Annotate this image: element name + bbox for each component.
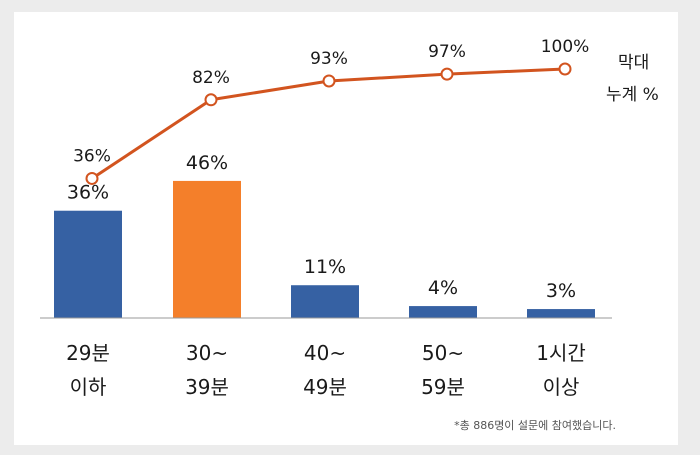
line-legend: 막대 누계 %: [606, 53, 659, 105]
x-tick-label-line2: 39분: [185, 375, 229, 399]
bar: [291, 285, 359, 318]
bar: [54, 210, 122, 318]
bar-value-label: 3%: [546, 280, 576, 302]
cumulative-marker: [204, 93, 218, 107]
bar-value-label: 4%: [428, 277, 458, 299]
cumulative-value-label: 100%: [541, 37, 590, 57]
cumulative-value-label: 36%: [73, 146, 111, 166]
cumulative-marker: [440, 67, 454, 81]
x-tick-label-line2: 49분: [303, 375, 347, 399]
x-tick-label-line1: 30~: [186, 341, 228, 365]
x-tick-label-line2: 이하: [70, 375, 107, 399]
x-tick-label-line2: 이상: [543, 375, 580, 399]
bar-layer: 36% 46% 11% 4% 3%: [54, 152, 595, 318]
bar: [527, 309, 595, 318]
bar-value-label: 36%: [67, 182, 109, 204]
cumulative-value-label: 82%: [192, 68, 230, 88]
line-legend-line2: 누계 %: [606, 85, 659, 105]
cumulative-value-label: 93%: [310, 49, 348, 69]
x-tick-label-line1: 50~: [422, 341, 464, 365]
cumulative-marker: [558, 62, 572, 76]
chart-card: [14, 12, 678, 445]
x-tick-label-line2: 59분: [421, 375, 465, 399]
bar: [173, 180, 241, 318]
bar: [409, 306, 477, 318]
footnote: *총 886명이 설문에 참여했습니다.: [454, 419, 616, 432]
x-tick-label-line1: 1시간: [536, 341, 586, 365]
x-tick-label-line1: 40~: [304, 341, 346, 365]
cumulative-value-label: 97%: [428, 42, 466, 62]
line-legend-line1: 막대: [618, 53, 649, 73]
bar-value-label: 46%: [186, 152, 228, 174]
cumulative-marker: [85, 171, 99, 185]
cumulative-marker: [322, 74, 336, 88]
cumulative-line-layer: 36% 82% 93% 97% 100%: [73, 37, 590, 185]
bar-value-label: 11%: [304, 256, 346, 278]
x-tick-label-line1: 29분: [66, 341, 110, 365]
